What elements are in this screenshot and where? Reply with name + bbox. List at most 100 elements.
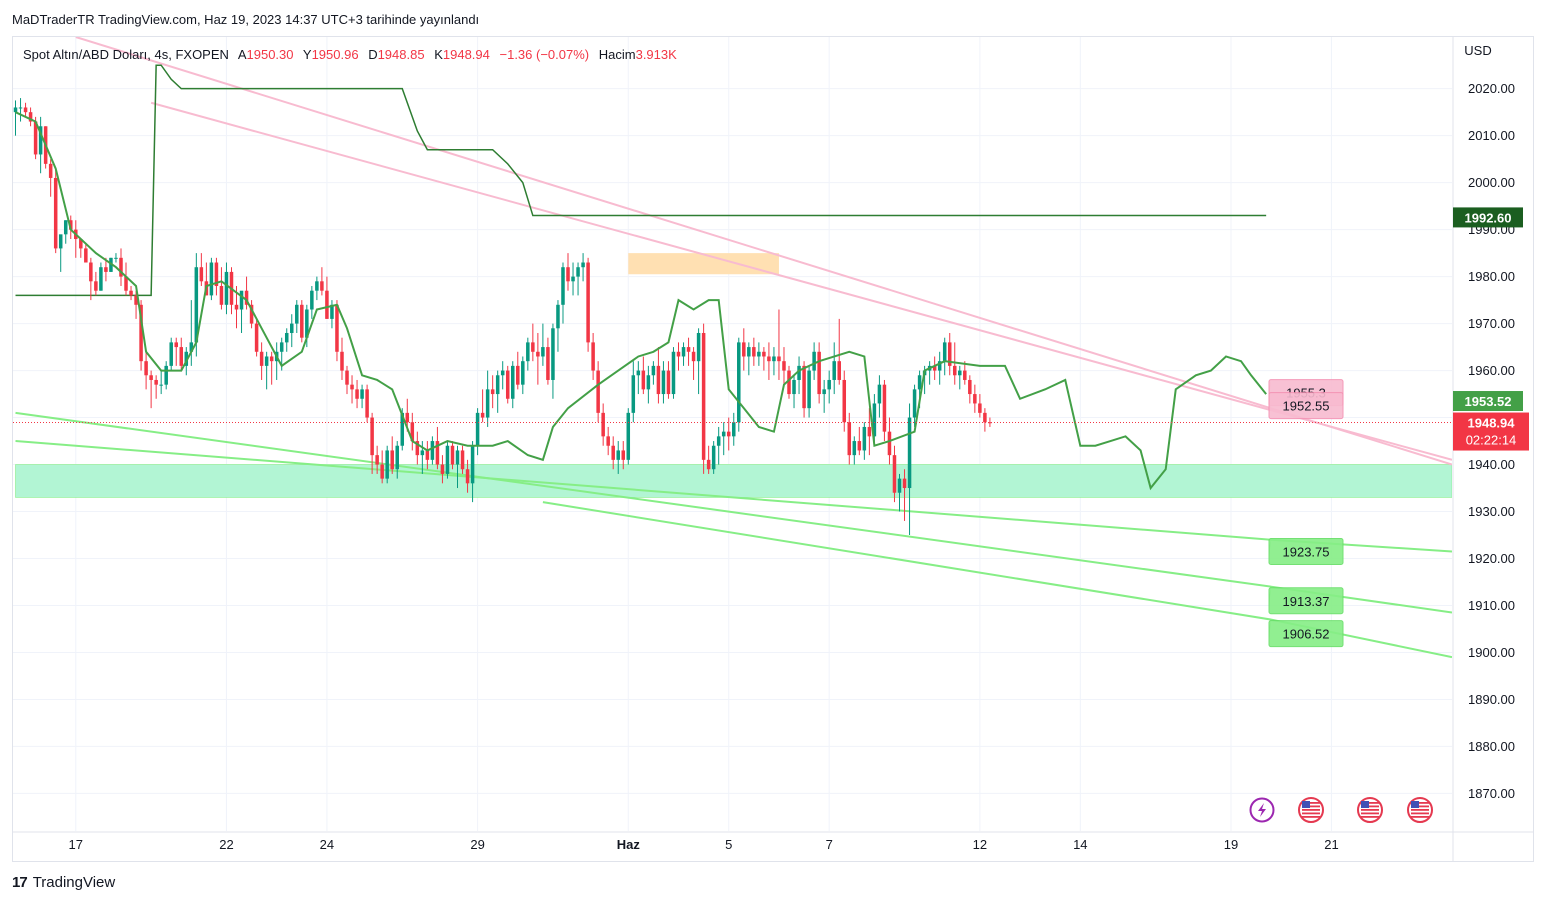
zones <box>15 253 1452 498</box>
y-tick-label: 1910.00 <box>1468 598 1515 613</box>
candle-body <box>656 365 661 395</box>
candle-body <box>485 389 490 418</box>
candle-body <box>445 445 450 474</box>
candle-body <box>53 177 58 249</box>
candle-body <box>817 351 821 395</box>
tradingview-logo-icon: 17 <box>12 874 28 891</box>
candle-body <box>350 384 354 390</box>
candle-body <box>234 304 239 310</box>
candle-body <box>892 455 897 493</box>
candle-body <box>435 441 440 465</box>
candle-body <box>872 403 877 437</box>
event-icons <box>1249 797 1433 823</box>
candle-body <box>847 422 852 456</box>
candle-body <box>184 351 189 366</box>
x-tick-label: 5 <box>725 837 732 852</box>
candle-body <box>601 412 605 437</box>
candle-body <box>500 370 505 376</box>
pink-annotation-label: 1952.55 <box>1283 399 1330 414</box>
pink-annotation-box <box>1268 392 1344 420</box>
candle-body <box>591 342 595 371</box>
us-flag-icon-stripe <box>1361 805 1379 808</box>
candle-body <box>385 450 389 479</box>
publish-line: MaDTraderTR TradingView.com, Haz 19, 202… <box>12 12 480 27</box>
us-flag-icon[interactable] <box>1357 797 1383 823</box>
footer-brand: TradingView <box>32 874 116 891</box>
us-flag-icon-stripe <box>1411 812 1429 815</box>
candle-body <box>742 342 746 357</box>
legend-close-label: K <box>434 47 443 62</box>
us-flag-icon-stripe <box>1411 805 1429 808</box>
candle-body <box>516 365 520 385</box>
us-flag-icon-stripe <box>1302 812 1320 815</box>
green-annotation-box <box>1268 620 1344 648</box>
candle-body <box>902 478 907 489</box>
y-tick-label: 2010.00 <box>1468 128 1515 143</box>
stair-line-path <box>15 64 1267 297</box>
green-annotation-label: 1906.52 <box>1283 627 1330 642</box>
candle-body <box>510 365 515 399</box>
candle-body <box>455 450 460 465</box>
candle-body <box>219 286 224 305</box>
green-annotation-label: 1923.75 <box>1283 544 1330 559</box>
currency-label: USD <box>1464 43 1491 58</box>
candle-body <box>651 365 656 376</box>
candle-body <box>737 342 741 423</box>
candle-body <box>777 356 781 362</box>
legend-volume: 3.913K <box>636 47 678 62</box>
candle-body <box>63 220 68 235</box>
candle-body <box>827 379 831 390</box>
candle-body <box>963 370 967 380</box>
legend-low-label: D <box>368 47 377 62</box>
candle-body <box>897 478 902 493</box>
candle-body <box>812 351 816 371</box>
candle-body <box>676 351 681 357</box>
legend-close: 1948.94 <box>443 47 490 62</box>
legend-change: −1.36 (−0.07%) <box>500 47 590 62</box>
candle-body <box>551 328 555 380</box>
candle-body <box>284 332 289 343</box>
us-flag-icon[interactable] <box>1407 797 1433 823</box>
candle-body <box>199 267 204 282</box>
candle-body <box>586 262 590 343</box>
x-tick-label: 12 <box>973 837 987 852</box>
resistance-trendline <box>150 101 1452 461</box>
candle-body <box>495 375 500 395</box>
us-flag-icon-stripe <box>1302 802 1320 804</box>
y-tick-label: 1980.00 <box>1468 269 1515 284</box>
us-flag-icon-stripe <box>1411 816 1429 818</box>
candle-body <box>802 365 806 409</box>
candle-body <box>757 351 761 357</box>
candle-body <box>259 351 264 366</box>
candle-body <box>380 464 384 479</box>
candle-body <box>882 384 887 432</box>
candle-body <box>762 351 766 357</box>
candle-body <box>355 389 359 399</box>
footer[interactable]: 17 TradingView <box>12 874 115 891</box>
lightning-icon[interactable] <box>1249 797 1275 823</box>
us-flag-icon[interactable] <box>1298 797 1324 823</box>
candle-body <box>556 304 560 329</box>
candle-body <box>320 281 324 291</box>
candle-body <box>907 417 912 489</box>
candle-body <box>701 332 706 460</box>
candle-body <box>300 304 304 338</box>
candle-body <box>139 304 143 362</box>
candle-body <box>224 271 229 305</box>
candle-body <box>315 281 319 291</box>
candle-body <box>983 412 987 423</box>
candle-body <box>731 422 736 437</box>
legend-open-label: A <box>238 47 247 62</box>
candle-body <box>641 370 646 390</box>
candle-body <box>666 370 671 395</box>
y-tick-label: 1880.00 <box>1468 739 1515 754</box>
candle-body <box>606 436 610 446</box>
us-flag-icon-stripe <box>1361 816 1379 818</box>
candle-body <box>526 342 530 362</box>
green-annotation-box <box>1268 587 1344 615</box>
candle-body <box>711 445 716 470</box>
trendlines <box>15 37 1452 659</box>
candle-body <box>837 361 841 380</box>
candle-body <box>430 441 435 460</box>
